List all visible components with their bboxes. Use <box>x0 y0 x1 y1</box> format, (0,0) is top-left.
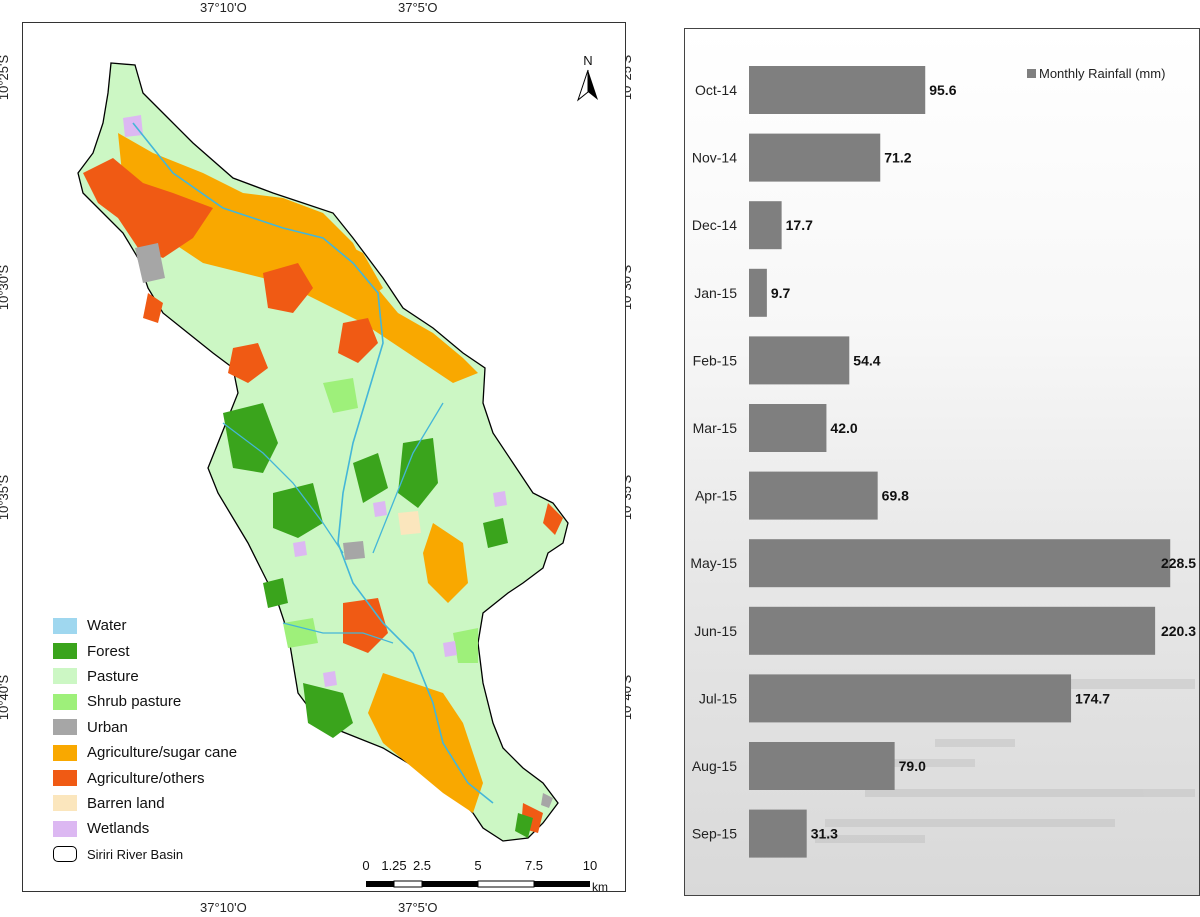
legend-label: Siriri River Basin <box>87 846 184 862</box>
bar-sep-15 <box>749 809 807 858</box>
category-label: Aug-15 <box>692 758 737 774</box>
bar-jan-15 <box>749 268 767 317</box>
scale-label: 5 <box>474 858 482 873</box>
legend-item-urban: Urban <box>53 715 237 740</box>
bars <box>749 66 1171 858</box>
legend-swatch <box>53 719 77 736</box>
category-label: Dec-14 <box>692 217 737 233</box>
legend-swatch <box>53 643 77 660</box>
scale-label: 10 <box>582 858 598 873</box>
scale-bar: 0 1.25 2.5 5 7.5 10 km <box>362 858 608 892</box>
chart-legend: Monthly Rainfall (mm) <box>1027 66 1165 81</box>
value-label: 69.8 <box>882 488 909 504</box>
bar-aug-15 <box>749 742 895 790</box>
value-label: 31.3 <box>811 826 838 842</box>
bar-may-15 <box>749 539 1171 588</box>
value-label: 71.2 <box>884 150 911 166</box>
legend-item-barren-land: Barren land <box>53 791 237 816</box>
scale-label: 1.25 <box>381 858 407 873</box>
legend-swatch <box>53 846 77 863</box>
value-label: 42.0 <box>830 420 857 436</box>
legend-item-water: Water <box>53 613 237 638</box>
coord-left-2: 10°30'S <box>0 264 12 311</box>
value-label: 174.7 <box>1075 690 1110 706</box>
map-legend: Water Forest Pasture Shrub pasture Urban… <box>53 613 237 867</box>
value-label: 220.3 <box>1161 623 1196 639</box>
coord-bottom-1: 37°10'O <box>200 900 247 915</box>
category-label: Jan-15 <box>694 285 737 301</box>
category-label: Apr-15 <box>695 488 737 504</box>
scale-label: 2.5 <box>412 858 432 873</box>
legend-label: Wetlands <box>87 820 150 838</box>
legend-swatch <box>53 693 77 710</box>
legend-item-shrub-pasture: Shrub pasture <box>53 689 237 714</box>
category-label: Mar-15 <box>693 420 738 436</box>
north-label: N <box>583 53 593 68</box>
legend-swatch <box>53 744 77 761</box>
bar-nov-14 <box>749 133 881 182</box>
category-label: Jul-15 <box>699 690 737 706</box>
category-label: Feb-15 <box>693 352 738 368</box>
land-use-map: N Water Forest Pasture Shrub pasture Urb… <box>22 22 626 892</box>
legend-label: Shrub pasture <box>87 693 182 711</box>
value-label: 95.6 <box>929 82 956 98</box>
legend-swatch <box>1027 69 1036 78</box>
bar-apr-15 <box>749 471 878 520</box>
legend-item-basin: Siriri River Basin <box>53 842 237 867</box>
bar-feb-15 <box>749 336 850 385</box>
scale-label: 0 <box>362 858 370 873</box>
legend-swatch <box>53 668 77 685</box>
legend-swatch <box>53 617 77 634</box>
category-label: Nov-14 <box>692 150 737 166</box>
legend-item-forest: Forest <box>53 638 237 663</box>
bar-jul-15 <box>749 674 1072 723</box>
legend-swatch <box>53 770 77 787</box>
bar-jun-15 <box>749 606 1156 655</box>
legend-item-agriculture-others: Agriculture/others <box>53 765 237 790</box>
bar-oct-14 <box>749 66 926 114</box>
coord-top-1: 37°10'O <box>200 0 247 15</box>
scale-bar-graphic <box>366 880 590 888</box>
north-arrow: N <box>576 53 600 109</box>
value-label: 228.5 <box>1161 555 1196 571</box>
legend-label: Agriculture/sugar cane <box>87 744 238 762</box>
category-label: Sep-15 <box>692 826 737 842</box>
coord-top-2: 37°5'O <box>398 0 438 15</box>
rainfall-bar-chart: Monthly Rainfall (mm) Oct-14 Nov-14 Dec-14… <box>690 66 1196 858</box>
legend-series-label: Monthly Rainfall (mm) <box>1039 66 1165 81</box>
basin-map-graphic <box>77 62 569 842</box>
legend-label: Water <box>87 617 127 635</box>
legend-swatch <box>53 795 77 812</box>
value-label: 9.7 <box>771 285 791 301</box>
coord-bottom-2: 37°5'O <box>398 900 438 915</box>
coord-left-3: 10°35'S <box>0 474 12 521</box>
coord-left-1: 10°25'S <box>0 54 12 101</box>
legend-item-pasture: Pasture <box>53 664 237 689</box>
bar-mar-15 <box>749 404 827 452</box>
legend-label: Barren land <box>87 794 165 812</box>
value-labels: 95.6 71.2 17.7 9.7 54.4 42.0 69.8 228.5 220.3 174… <box>771 82 1196 842</box>
legend-item-sugar-cane: Agriculture/sugar cane <box>53 740 237 765</box>
value-label: 17.7 <box>786 217 813 233</box>
value-label: 79.0 <box>899 758 926 774</box>
legend-label: Agriculture/others <box>87 769 205 787</box>
legend-swatch <box>53 820 77 837</box>
coord-left-4: 10°40'S <box>0 674 12 721</box>
legend-label: Urban <box>87 718 128 736</box>
category-labels: Oct-14 Nov-14 Dec-14 Jan-15 Feb-15 Mar-15 Apr-… <box>690 82 737 842</box>
category-label: Jun-15 <box>694 623 737 639</box>
legend-label: Forest <box>87 642 130 660</box>
scale-label: 7.5 <box>524 858 544 873</box>
legend-item-wetlands: Wetlands <box>53 816 237 841</box>
legend-label: Pasture <box>87 667 139 685</box>
north-arrow-icon <box>576 69 598 102</box>
value-label: 54.4 <box>853 352 880 368</box>
scale-unit: km <box>592 880 608 892</box>
category-label: Oct-14 <box>695 82 737 98</box>
bar-dec-14 <box>749 201 782 250</box>
category-label: May-15 <box>690 555 737 571</box>
rainfall-chart-panel: Monthly Rainfall (mm) Oct-14 Nov-14 Dec-14… <box>684 28 1200 896</box>
